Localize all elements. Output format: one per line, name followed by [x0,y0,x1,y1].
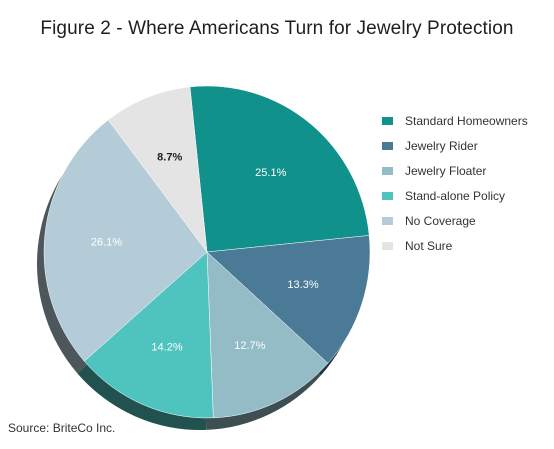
legend-label: Jewelry Floater [405,163,487,178]
chart-legend: Standard Homeowners Jewelry Rider Jewelr… [382,108,528,258]
legend-item-standard-homeowners: Standard Homeowners [382,108,528,133]
chart-title: Figure 2 - Where Americans Turn for Jewe… [40,18,514,39]
pie-slice-standard-homeowners [189,85,370,253]
legend-label: Jewelry Rider [405,138,478,153]
legend-item-jewelry-floater: Jewelry Floater [382,158,528,183]
pie-data-label: 8.7% [157,151,182,163]
pie-data-label: 14.2% [151,342,182,354]
source-note: Source: BriteCo Inc. [8,421,116,435]
legend-label: Not Sure [405,238,453,253]
legend-swatch [382,241,393,250]
pie-slice-stand-alone-policy [83,251,214,419]
legend-label: Stand-alone Policy [405,188,506,203]
legend-swatch [382,191,393,200]
pie-slice-no-coverage [43,119,208,362]
legend-item-no-coverage: No Coverage [382,208,528,233]
legend-label: No Coverage [405,213,476,228]
pie-data-label: 12.7% [234,340,265,352]
legend-swatch [382,141,393,150]
legend-swatch [382,116,393,125]
pie-data-label: 25.1% [255,167,286,179]
legend-swatch [382,166,393,175]
legend-item-jewelry-rider: Jewelry Rider [382,133,528,158]
pie-slice-jewelry-rider [206,235,371,364]
pie-slice-not-sure [107,86,208,253]
pie-data-label: 26.1% [91,237,122,249]
legend-item-not-sure: Not Sure [382,233,528,258]
legend-label: Standard Homeowners [405,113,528,128]
legend-item-stand-alone-policy: Stand-alone Policy [382,183,528,208]
pie-slice-jewelry-floater [206,251,329,419]
legend-swatch [382,216,393,225]
pie-data-label: 13.3% [287,279,318,291]
